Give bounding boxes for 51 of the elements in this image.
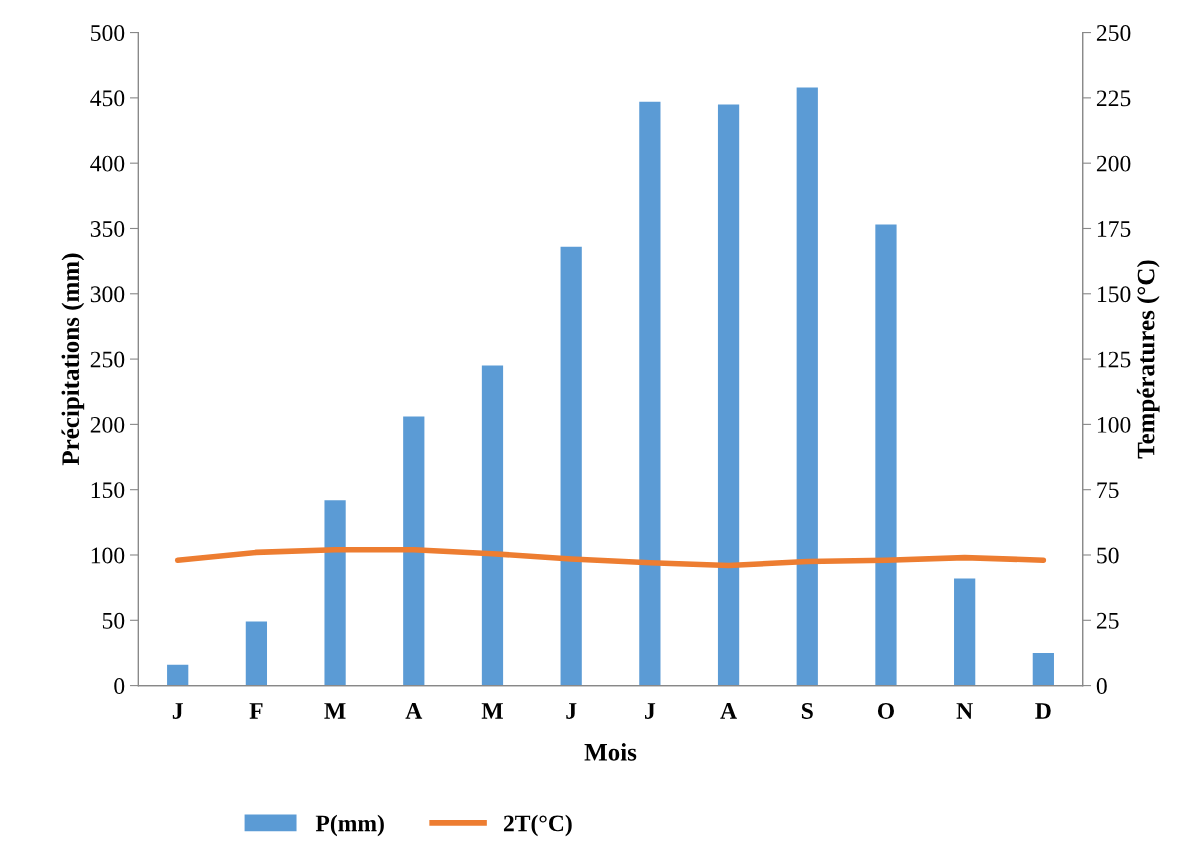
y2-tick-label: 25 [1096, 612, 1119, 629]
x-tick-label: J [645, 703, 656, 719]
y-tick-label: 100 [91, 547, 125, 564]
bar [1032, 652, 1054, 686]
y-tick-label: 350 [90, 220, 125, 237]
bar [245, 621, 268, 686]
x-tick-label: N [956, 703, 973, 719]
x-tick-label: S [801, 703, 813, 719]
legend-label: P(mm) [315, 814, 384, 837]
bar [717, 104, 740, 686]
y-tick-label: 300 [90, 286, 125, 303]
y2-tick-label: 150 [1097, 286, 1131, 303]
y-tick-label: 150 [91, 482, 125, 499]
x-tick-label: F [249, 703, 263, 719]
y2-tick-label: 225 [1096, 90, 1131, 107]
x-tick-label: O [877, 703, 894, 719]
y2-tick-label: 200 [1096, 155, 1131, 172]
y-tick-label: 400 [90, 155, 125, 172]
x-tick-label: A [405, 703, 423, 719]
x-tick-label: J [566, 703, 577, 719]
y-tick-label: 200 [90, 416, 125, 433]
y2-tick-label: 100 [1097, 416, 1131, 433]
bar [167, 664, 189, 686]
bar [639, 101, 661, 686]
y2-tick-label: 0 [1096, 678, 1107, 695]
bar [954, 578, 976, 686]
x-tick-label: M [481, 703, 503, 719]
y2-tick-label: 75 [1097, 482, 1119, 499]
y-axis-title: Précipitations (mm) [61, 253, 85, 466]
x-tick-label: M [324, 703, 346, 719]
y2-axis-title: Températures (°C) [1136, 260, 1160, 459]
bar [796, 87, 818, 686]
x-tick-label: J [172, 703, 183, 719]
bar [560, 246, 582, 686]
y2-tick-label: 125 [1097, 351, 1131, 368]
bar [324, 500, 346, 686]
y-tick-label: 0 [114, 678, 125, 695]
y2-tick-label: 50 [1097, 547, 1119, 564]
y2-tick-label: 250 [1096, 25, 1131, 41]
x-axis-title: Mois [584, 743, 637, 761]
bar [403, 416, 425, 686]
y-tick-label: 500 [91, 25, 125, 41]
y-tick-label: 50 [102, 612, 125, 629]
y2-tick-label: 175 [1097, 221, 1131, 237]
legend-label: 2T(°C) [503, 814, 572, 837]
x-tick-label: A [720, 703, 737, 719]
y-tick-label: 450 [90, 90, 125, 107]
bar [875, 224, 897, 686]
x-tick-label: D [1035, 703, 1051, 719]
bar [481, 365, 504, 686]
y-tick-label: 250 [90, 351, 125, 368]
